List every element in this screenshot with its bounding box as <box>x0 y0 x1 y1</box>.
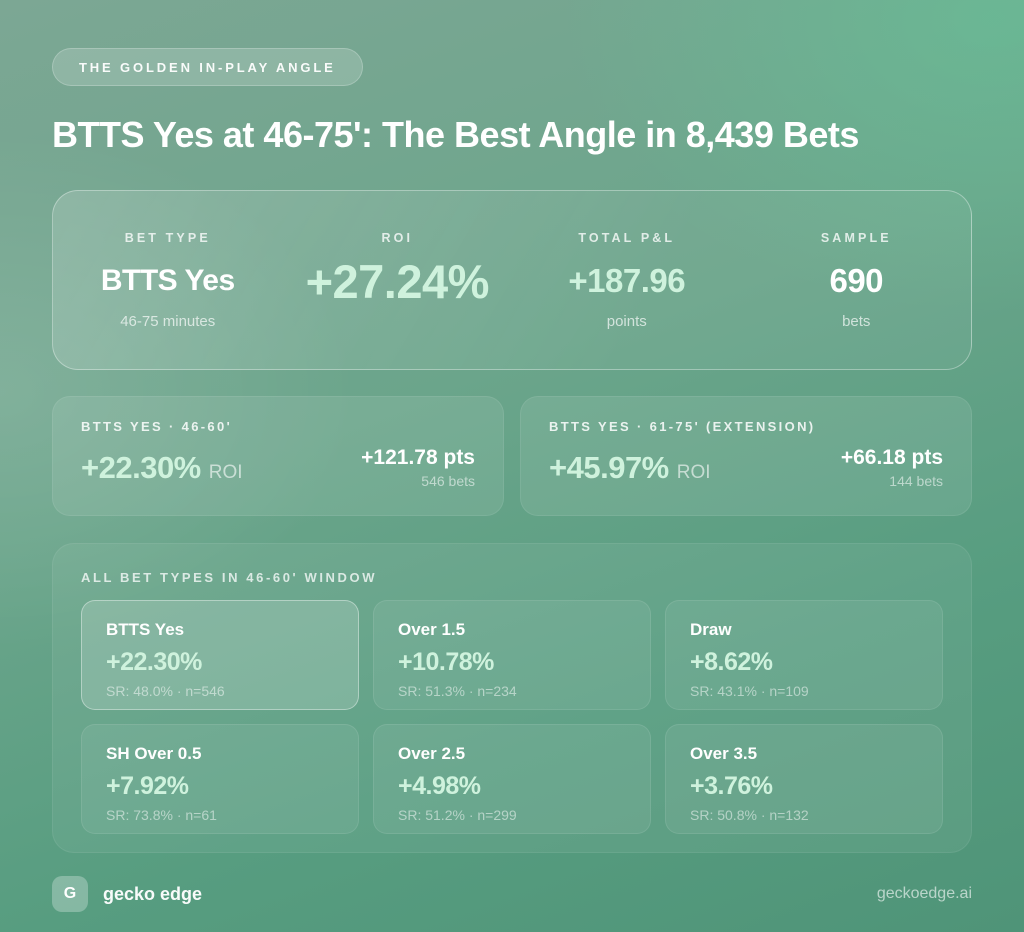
brand-logo-letter: G <box>63 885 77 902</box>
bet-type-grid: BTTS Yes +22.30% SR: 48.0% · n=546 Over … <box>81 600 943 834</box>
window-roi-value: +22.30% <box>81 449 201 485</box>
window-roi-value: +45.97% <box>549 449 669 485</box>
window-bets: 546 bets <box>421 473 475 489</box>
window-roi-suffix: ROI <box>208 461 243 483</box>
hero-stat-total-pnl: TOTAL P&L +187.96 points <box>512 231 742 369</box>
stat-value: +27.24% <box>305 254 490 308</box>
window-points: +66.18 pts <box>840 446 943 469</box>
bet-type-roi: +3.76% <box>690 772 773 800</box>
bet-type-roi: +7.92% <box>106 772 189 800</box>
stat-sublabel: 46-75 minutes <box>120 313 216 330</box>
brand-name: gecko edge <box>103 883 203 904</box>
hero-stat-roi: ROI +27.24% <box>283 231 513 369</box>
bet-type-roi: +22.30% <box>106 648 202 676</box>
bet-type-name: Draw <box>690 620 732 639</box>
bet-type-cell-draw: Draw +8.62% SR: 43.1% · n=109 <box>665 600 943 710</box>
stat-value: BTTS Yes <box>100 264 235 297</box>
bet-type-cell-over-1-5: Over 1.5 +10.78% SR: 51.3% · n=234 <box>373 600 651 710</box>
website-url: geckoedge.ai <box>876 885 972 902</box>
bet-type-detail: SR: 51.3% · n=234 <box>398 683 517 699</box>
bet-type-roi: +4.98% <box>398 772 481 800</box>
top-badge: THE GOLDEN IN-PLAY ANGLE <box>52 48 363 86</box>
stat-value: +187.96 <box>568 262 686 299</box>
window-card-header: BTTS YES · 61-75' (EXTENSION) <box>549 419 816 434</box>
bet-type-cell-sh-over-0-5: SH Over 0.5 +7.92% SR: 73.8% · n=61 <box>81 724 359 834</box>
window-roi: +45.97% ROI <box>549 450 711 486</box>
window-cards-row: BTTS YES · 46-60' +22.30% ROI +121.78 pts… <box>52 396 972 516</box>
bet-type-detail: SR: 48.0% · n=546 <box>106 683 225 699</box>
bet-type-name: BTTS Yes <box>106 620 185 639</box>
window-card-61-75: BTTS YES · 61-75' (EXTENSION) +45.97% ROI… <box>520 396 972 516</box>
window-roi: +22.30% ROI <box>81 450 243 486</box>
stat-label: ROI <box>381 231 414 245</box>
bet-type-detail: SR: 51.2% · n=299 <box>398 807 517 823</box>
window-bets: 144 bets <box>889 473 943 489</box>
bet-type-name: Over 1.5 <box>398 620 466 639</box>
top-badge-label: THE GOLDEN IN-PLAY ANGLE <box>79 59 336 75</box>
window-card-header: BTTS YES · 46-60' <box>81 419 233 434</box>
bet-type-detail: SR: 73.8% · n=61 <box>106 807 217 823</box>
stat-sublabel: points <box>606 313 647 330</box>
bet-type-roi: +10.78% <box>398 648 494 676</box>
stat-label: TOTAL P&L <box>578 231 676 245</box>
stat-label: SAMPLE <box>820 231 892 245</box>
all-bet-types-header: ALL BET TYPES IN 46-60' WINDOW <box>81 570 378 585</box>
bet-type-name: Over 3.5 <box>690 744 758 763</box>
stat-value: 690 <box>829 262 884 299</box>
hero-stats-card: BET TYPE BTTS Yes 46-75 minutes ROI +27.… <box>52 190 972 370</box>
hero-stat-sample: SAMPLE 690 bets <box>742 231 972 369</box>
bet-type-roi: +8.62% <box>690 648 773 676</box>
hero-stat-bet-type: BET TYPE BTTS Yes 46-75 minutes <box>53 231 283 369</box>
bet-type-detail: SR: 50.8% · n=132 <box>690 807 809 823</box>
stat-sublabel: bets <box>842 313 871 330</box>
bet-type-name: Over 2.5 <box>398 744 466 763</box>
window-roi-suffix: ROI <box>676 461 711 483</box>
window-points: +121.78 pts <box>361 446 475 469</box>
footer: G gecko edge geckoedge.ai <box>52 874 972 914</box>
bet-type-name: SH Over 0.5 <box>106 744 202 763</box>
brand-logo: G <box>52 876 88 912</box>
page-title: BTTS Yes at 46-75': The Best Angle in 8,… <box>52 114 859 155</box>
all-bet-types-card: ALL BET TYPES IN 46-60' WINDOW BTTS Yes … <box>52 543 972 853</box>
window-card-46-60: BTTS YES · 46-60' +22.30% ROI +121.78 pts… <box>52 396 504 516</box>
bet-type-cell-over-2-5: Over 2.5 +4.98% SR: 51.2% · n=299 <box>373 724 651 834</box>
stat-label: BET TYPE <box>124 231 211 245</box>
bet-type-detail: SR: 43.1% · n=109 <box>690 683 809 699</box>
bet-type-cell-btts-yes: BTTS Yes +22.30% SR: 48.0% · n=546 <box>81 600 359 710</box>
bet-type-cell-over-3-5: Over 3.5 +3.76% SR: 50.8% · n=132 <box>665 724 943 834</box>
